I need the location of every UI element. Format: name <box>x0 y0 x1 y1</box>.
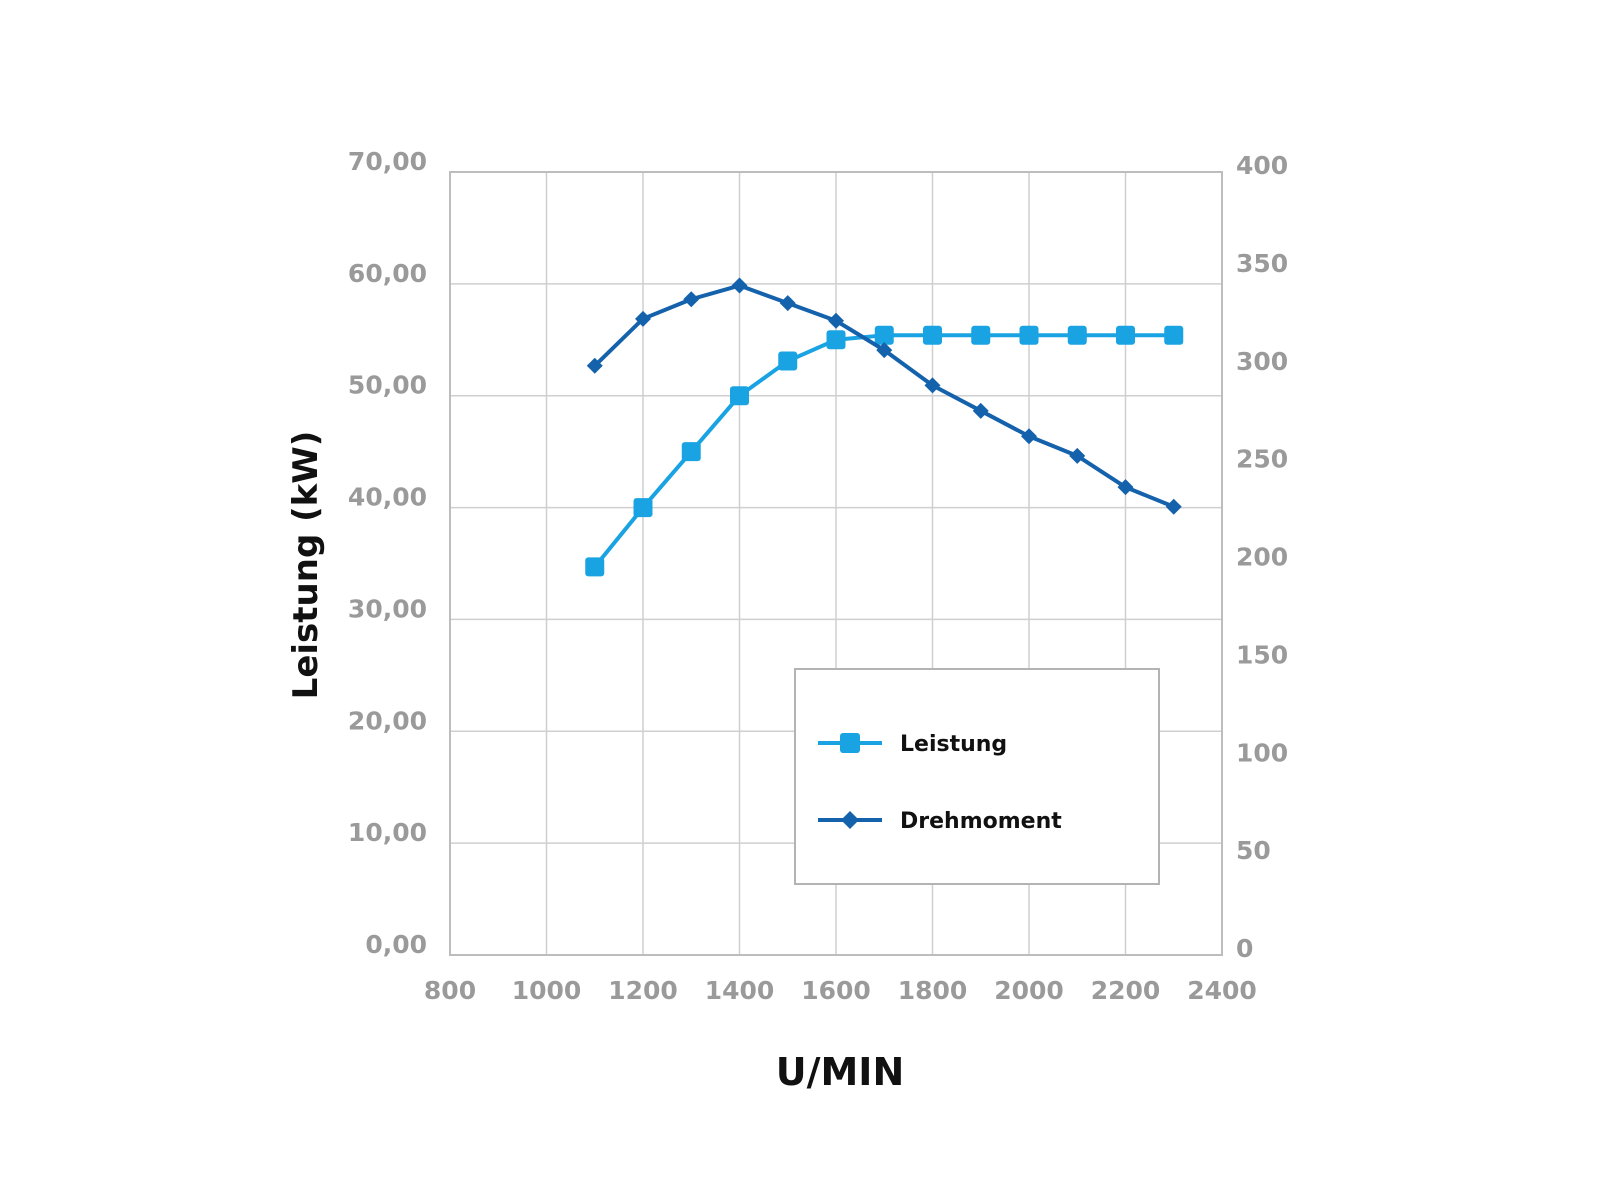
data-point-drehmoment <box>731 277 748 294</box>
y-right-tick-label: 350 <box>1236 249 1288 278</box>
y-right-tick-label: 0 <box>1236 934 1253 963</box>
y-right-tick-label: 400 <box>1236 151 1288 180</box>
series-layer <box>585 277 1184 577</box>
legend: Leistung Drehmoment <box>794 668 1160 885</box>
data-point-leistung <box>730 386 749 406</box>
data-point-drehmoment <box>924 377 941 394</box>
y-right-tick-label: 100 <box>1236 738 1288 767</box>
data-point-drehmoment <box>779 295 796 312</box>
x-tick-label: 800 <box>424 976 476 1005</box>
y-right-tick-label: 50 <box>1236 836 1271 865</box>
data-point-drehmoment <box>972 402 989 419</box>
y-right-tick-label: 200 <box>1236 543 1288 572</box>
x-tick-label: 2400 <box>1187 976 1257 1005</box>
y-right-tick-label: 150 <box>1236 640 1288 669</box>
data-point-drehmoment <box>876 342 893 359</box>
data-point-drehmoment <box>635 310 651 327</box>
legend-label-drehmoment: Drehmoment <box>900 809 1062 834</box>
data-point-leistung <box>1019 325 1039 345</box>
legend-label-leistung: Leistung <box>900 732 1007 757</box>
y-left-tick-label: 30,00 <box>348 594 427 623</box>
y-axis-title-left: Leistung (kW) <box>286 431 326 700</box>
data-point-drehmoment <box>828 312 844 329</box>
x-tick-label: 2000 <box>994 976 1064 1005</box>
legend-marker-drehmoment <box>841 811 859 829</box>
x-axis-title: U/MIN <box>776 1050 905 1094</box>
y-left-tick-label: 50,00 <box>348 371 427 400</box>
y-left-tick-label: 40,00 <box>348 483 427 512</box>
data-point-leistung <box>826 330 846 350</box>
data-point-drehmoment <box>586 357 603 374</box>
x-tick-label: 1000 <box>512 976 582 1005</box>
y-right-tick-label: 250 <box>1236 445 1288 474</box>
data-point-leistung <box>874 325 894 345</box>
x-tick-label: 2200 <box>1091 976 1161 1005</box>
y-left-tick-label: 10,00 <box>348 818 427 847</box>
ticks-layer: 800 1000 1200 1400 1600 1800 2000 2200 24000,001… <box>348 147 1288 1005</box>
data-point-drehmoment <box>1117 479 1134 496</box>
data-point-drehmoment <box>1165 498 1182 515</box>
data-point-drehmoment <box>683 291 700 308</box>
x-tick-label: 1800 <box>898 976 968 1005</box>
x-tick-label: 1600 <box>801 976 871 1005</box>
data-point-leistung <box>633 498 653 518</box>
grid <box>449 171 1223 956</box>
data-point-drehmoment <box>1021 428 1037 445</box>
x-tick-label: 1400 <box>705 976 775 1005</box>
data-point-leistung <box>681 442 701 462</box>
legend-box <box>794 668 1160 885</box>
data-point-leistung <box>585 557 605 577</box>
data-point-leistung <box>1164 325 1184 345</box>
data-point-leistung <box>971 325 991 345</box>
data-point-drehmoment <box>1069 447 1086 464</box>
data-point-leistung <box>1116 325 1135 345</box>
y-left-tick-label: 20,00 <box>348 706 427 735</box>
y-left-tick-label: 60,00 <box>348 259 427 288</box>
series-line-leistung <box>593 333 1174 569</box>
data-point-leistung <box>778 351 798 371</box>
data-point-leistung <box>923 325 942 345</box>
x-tick-label: 1200 <box>608 976 678 1005</box>
legend-marker-leistung <box>840 733 860 753</box>
data-point-leistung <box>1067 325 1087 345</box>
y-right-tick-label: 300 <box>1236 347 1288 376</box>
y-left-tick-label: 0,00 <box>365 930 427 959</box>
plot-frame <box>449 171 1223 956</box>
y-left-tick-label: 70,00 <box>348 147 427 176</box>
